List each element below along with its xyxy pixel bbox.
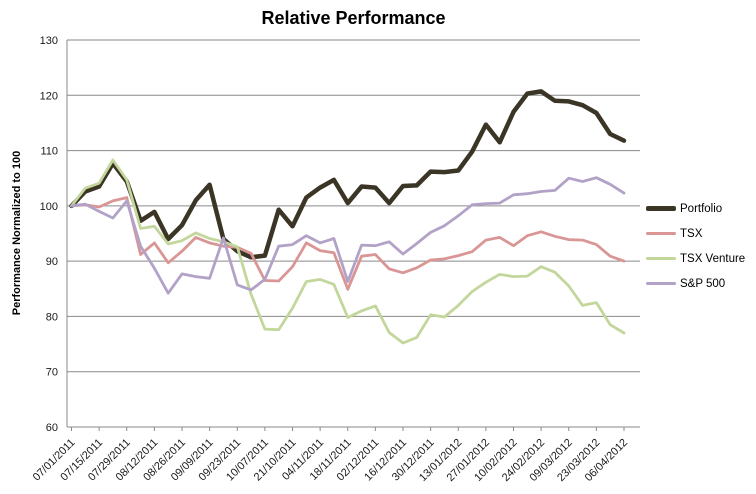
legend-label: TSX [680,227,703,240]
y-tick-label: 130 [40,35,58,47]
legend-label: S&P 500 [680,277,726,290]
legend: Portfolio TSX TSX Venture S&P 500 [646,196,745,296]
y-tick-label: 110 [40,146,58,158]
legend-label: TSX Venture [680,252,746,265]
y-tick-label: 70 [46,367,58,379]
series-line-tsx-venture [70,158,626,345]
legend-item-tsx-venture: TSX Venture [646,246,745,271]
y-tick-label: 80 [46,311,58,323]
portfolio-line-swatch [646,206,676,211]
tsx-venture-line-swatch [646,257,676,260]
chart-title: Relative Performance [261,8,446,28]
legend-item-tsx: TSX [646,221,745,246]
y-tick-label: 120 [40,90,58,102]
y-tick-label: 60 [46,422,58,434]
series-line-tsx [70,196,626,291]
legend-label: Portfolio [680,202,723,215]
legend-item-portfolio: Portfolio [646,196,745,221]
y-axis-title: Performance Normalized to 100 [11,150,23,316]
tsx-line-swatch [646,232,676,235]
legend-item-sp500: S&P 500 [646,271,745,296]
y-tick-label: 100 [40,201,58,213]
y-tick-label: 90 [46,256,58,268]
sp500-line-swatch [646,282,676,285]
series-line-s-p-500 [70,176,626,295]
series-line-portfolio [69,89,627,260]
